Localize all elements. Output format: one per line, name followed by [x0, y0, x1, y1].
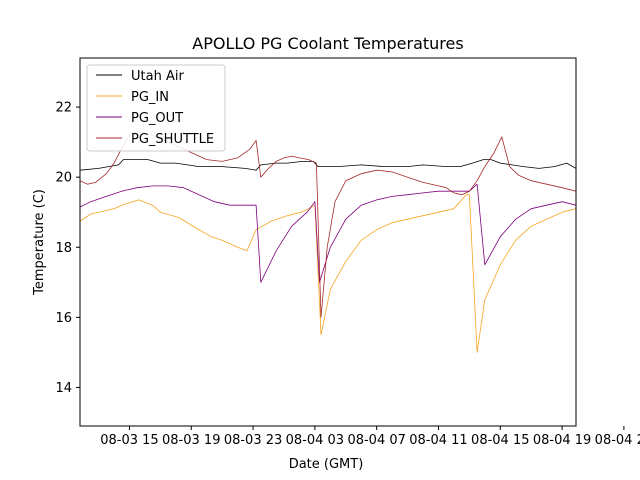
x-axis-ticks: 08-03 15 08-03 19 08-03 23 08-04 03 08-04 07… — [100, 426, 640, 448]
legend: Utah Air PG_IN PG_OUT PG_SHUTTLE — [86, 64, 226, 152]
x-tick-label: 08-04 07 — [347, 433, 405, 448]
y-axis-ticks: 14 16 18 20 22 — [55, 101, 80, 396]
y-tick-label: 14 — [55, 381, 72, 396]
y-axis-title: Temperature (C) — [32, 189, 47, 296]
series-line-pg-out — [80, 183, 576, 283]
legend-label-pg-out: PG_OUT — [131, 111, 183, 126]
y-tick-label: 22 — [55, 101, 72, 116]
plot-frame — [79, 57, 577, 427]
x-tick-label: 08-03 19 — [162, 433, 220, 448]
x-tick-label: 08-04 11 — [409, 433, 467, 448]
series-line-pg-in — [80, 194, 576, 353]
legend-label-pg-in: PG_IN — [131, 90, 169, 105]
x-tick-label: 08-04 03 — [286, 433, 344, 448]
y-tick-label: 20 — [55, 171, 72, 186]
legend-label-utah-air: Utah Air — [131, 69, 184, 84]
x-tick-label: 08-04 23 — [595, 433, 640, 448]
chart-title: APOLLO PG Coolant Temperatures — [192, 34, 463, 53]
x-tick-label: 08-03 23 — [224, 433, 282, 448]
x-tick-label: 08-03 15 — [100, 433, 158, 448]
legend-box — [86, 64, 226, 152]
series-line-utah-air — [80, 159, 576, 171]
x-tick-label: 08-04 15 — [471, 433, 529, 448]
y-tick-label: 16 — [55, 311, 72, 326]
x-axis-title: Date (GMT) — [289, 457, 364, 472]
x-tick-label: 08-04 19 — [533, 433, 591, 448]
y-tick-label: 18 — [55, 241, 72, 256]
legend-label-pg-shuttle: PG_SHUTTLE — [131, 132, 214, 147]
